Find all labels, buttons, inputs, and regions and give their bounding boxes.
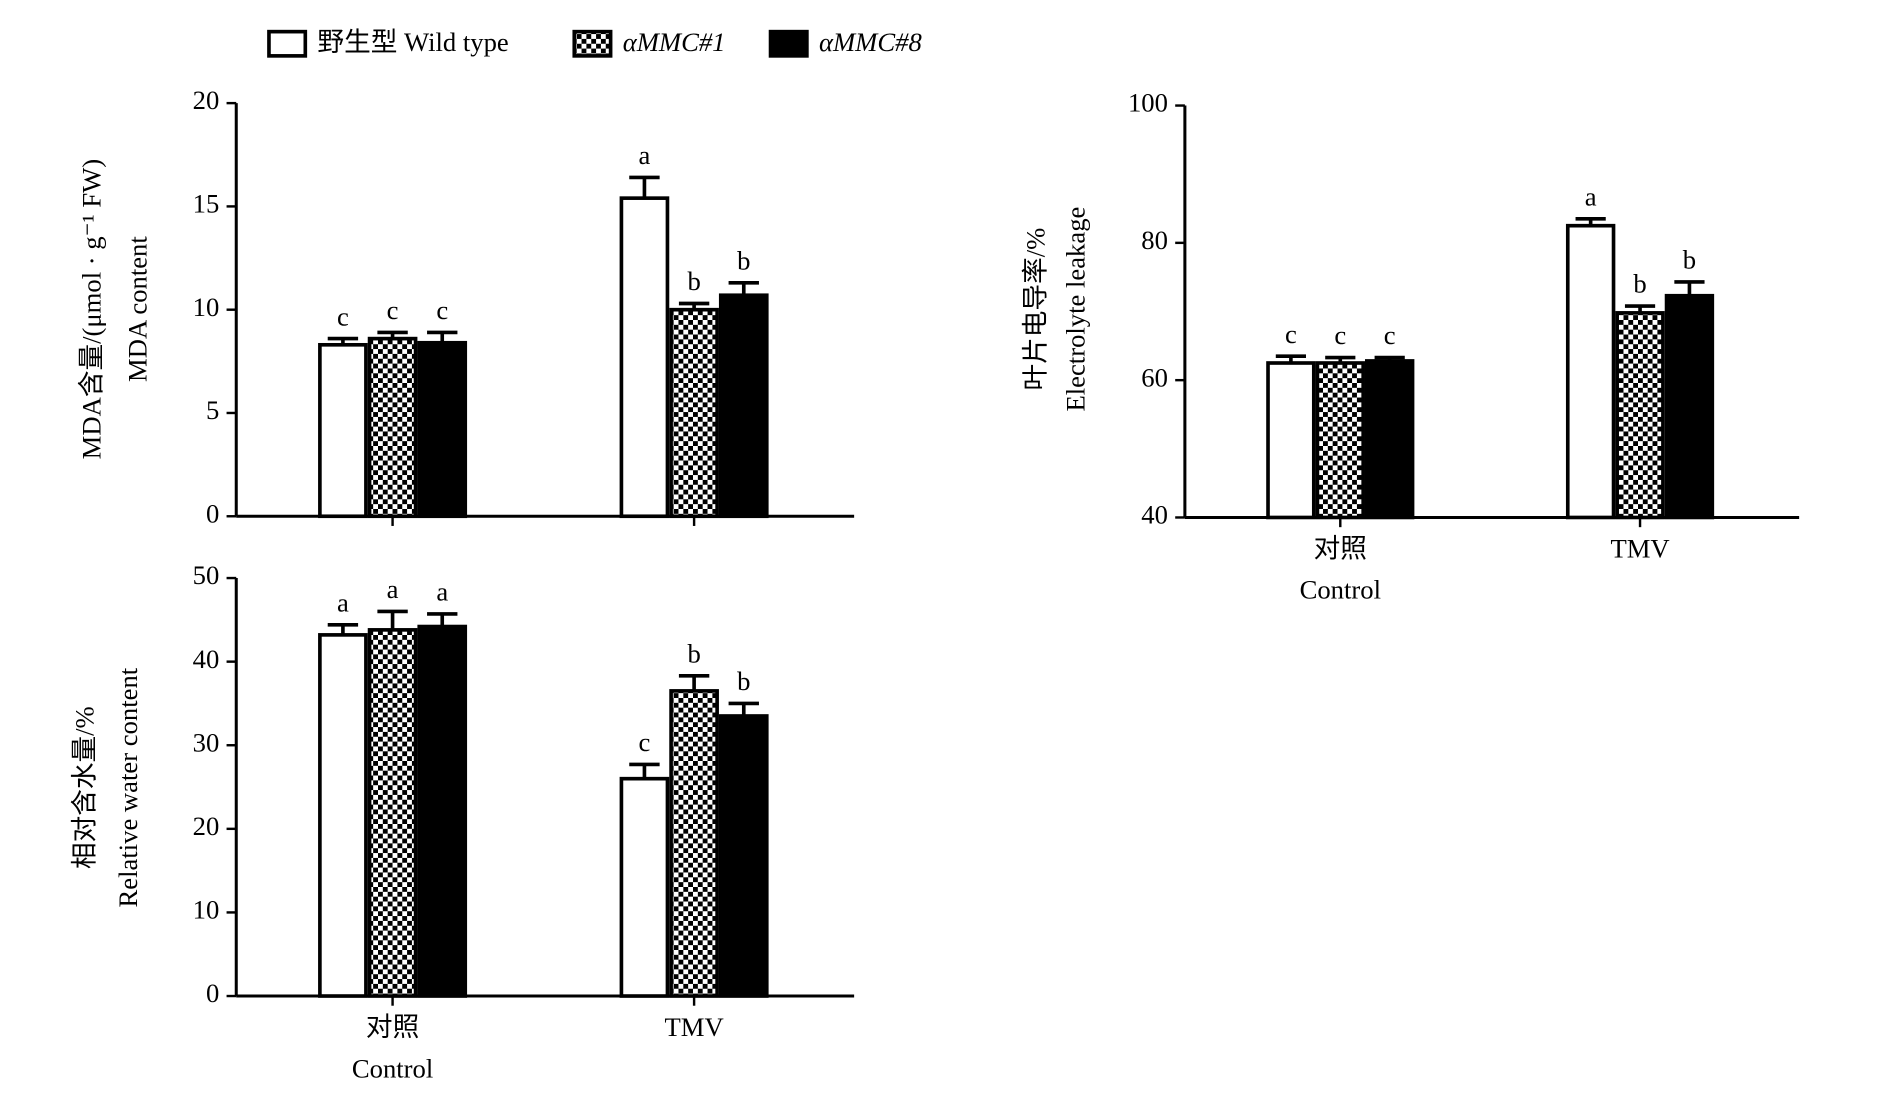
- x-tick-label: Control: [1300, 575, 1381, 605]
- y-tick-label: 60: [1141, 362, 1168, 392]
- y-tick-label: 50: [193, 560, 220, 590]
- x-tick-label: Control: [352, 1053, 433, 1083]
- significance-letter: b: [687, 266, 700, 296]
- bar: [669, 689, 719, 998]
- y-tick-label: 15: [193, 189, 220, 219]
- y-axis-label: MDA content: [123, 236, 153, 382]
- bar: [1615, 311, 1665, 520]
- bar: [367, 336, 418, 519]
- bar: [619, 196, 670, 519]
- x-tick-label: 对照: [366, 1012, 419, 1042]
- significance-letter: c: [387, 295, 399, 325]
- bar: [318, 633, 368, 998]
- x-tick-label: 对照: [1314, 534, 1367, 564]
- significance-letter: a: [639, 140, 651, 170]
- y-axis-label: 叶片电导率/%: [1020, 228, 1050, 391]
- significance-letter: a: [1585, 182, 1597, 212]
- legend-label: αMMC#8: [819, 27, 922, 57]
- significance-letter: b: [737, 246, 750, 276]
- y-tick-label: 40: [193, 644, 220, 674]
- legend-swatch: [572, 29, 613, 58]
- y-tick-label: 5: [206, 395, 219, 425]
- significance-letter: c: [1334, 320, 1346, 350]
- y-tick-label: 10: [193, 292, 220, 322]
- bar: [1364, 359, 1415, 520]
- y-tick-label: 0: [206, 498, 219, 528]
- bar: [1565, 223, 1616, 520]
- y-tick-label: 20: [193, 811, 220, 841]
- bar: [417, 624, 468, 998]
- significance-letter: c: [337, 301, 349, 331]
- y-tick-label: 20: [193, 85, 220, 115]
- y-axis-label: Relative water content: [113, 667, 143, 907]
- significance-letter: b: [687, 639, 700, 669]
- bar: [367, 628, 418, 998]
- x-tick-label: TMV: [665, 1012, 724, 1042]
- significance-letter: c: [1384, 320, 1396, 350]
- significance-letter: b: [1633, 269, 1646, 299]
- legend-label: 野生型 Wild type: [317, 27, 508, 57]
- bar: [417, 340, 468, 519]
- y-tick-label: 100: [1128, 88, 1168, 118]
- bar: [619, 776, 670, 998]
- y-tick-label: 30: [193, 727, 220, 757]
- y-tick-label: 80: [1141, 225, 1168, 255]
- significance-letter: b: [737, 666, 750, 696]
- significance-letter: c: [639, 727, 651, 757]
- bar: [718, 714, 769, 998]
- y-tick-label: 0: [206, 978, 219, 1008]
- bar: [718, 293, 769, 519]
- significance-letter: c: [436, 295, 448, 325]
- legend-swatch: [768, 29, 809, 58]
- x-tick-label: TMV: [1610, 534, 1669, 564]
- legend-label: αMMC#1: [623, 27, 726, 57]
- significance-letter: c: [1285, 319, 1297, 349]
- significance-letter: a: [436, 577, 448, 607]
- bar: [1664, 293, 1715, 520]
- significance-letter: a: [337, 588, 349, 618]
- legend-swatch: [267, 29, 308, 58]
- significance-letter: b: [1683, 245, 1696, 275]
- bar: [1315, 361, 1365, 520]
- significance-letter: a: [387, 574, 399, 604]
- y-tick-label: 10: [193, 895, 220, 925]
- bar: [1266, 361, 1316, 520]
- bar: [669, 307, 719, 519]
- y-axis-label: MDA含量/(μmol · g⁻¹ FW): [77, 159, 107, 460]
- y-tick-label: 40: [1141, 500, 1168, 530]
- y-axis-label: Electrolyte leakage: [1060, 207, 1090, 412]
- bar: [318, 342, 368, 519]
- y-axis-label: 相对含水量/%: [69, 706, 99, 869]
